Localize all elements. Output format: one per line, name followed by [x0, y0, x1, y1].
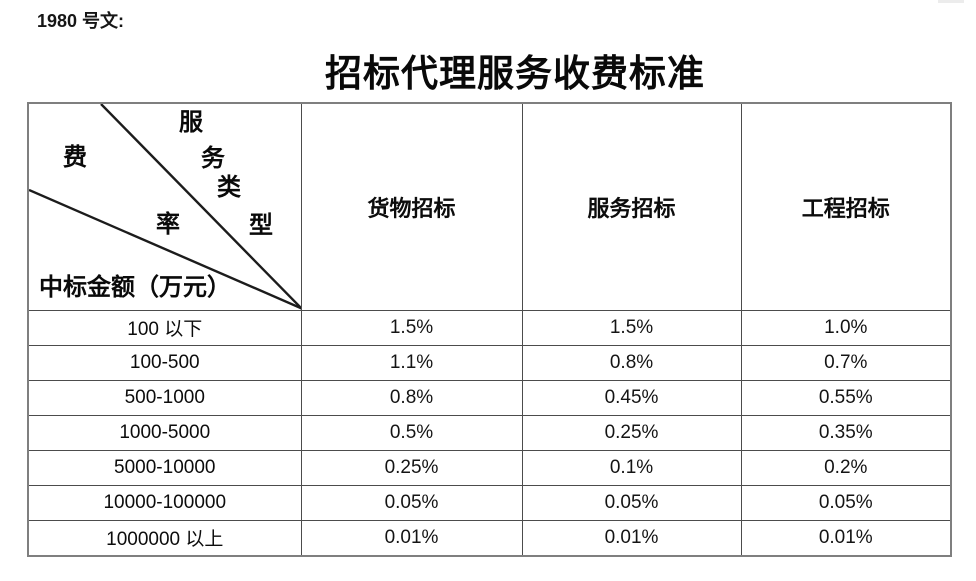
- diagonal-divider-lines: [29, 104, 300, 309]
- table-row: 1000-5000 0.5% 0.25% 0.35%: [27, 414, 952, 451]
- rate-value: 1.5%: [300, 309, 523, 346]
- rate-value: 0.8%: [300, 379, 523, 416]
- rate-value: 0.25%: [521, 414, 742, 451]
- service-type-char-1: 服: [179, 110, 203, 136]
- column-header-services: 服务招标: [521, 102, 742, 311]
- rate-value: 0.7%: [740, 344, 952, 381]
- rate-value: 1.1%: [300, 344, 523, 381]
- row-label: 5000-10000: [27, 449, 302, 486]
- table-row: 500-1000 0.8% 0.45% 0.55%: [27, 379, 952, 416]
- row-label: 500-1000: [27, 379, 302, 416]
- fee-rate-char-1: 费: [63, 145, 87, 171]
- rate-value: 1.0%: [740, 309, 952, 346]
- rate-value: 0.8%: [521, 344, 742, 381]
- column-header-works: 工程招标: [740, 102, 952, 311]
- table-row: 100 以下 1.5% 1.5% 1.0%: [27, 309, 952, 346]
- table-row: 1000000 以上 0.01% 0.01% 0.01%: [27, 519, 952, 557]
- service-type-char-3: 类: [217, 175, 241, 201]
- service-type-char-4: 型: [249, 213, 273, 239]
- fee-rate-char-2: 率: [156, 212, 180, 238]
- row-label: 10000-100000: [27, 484, 302, 521]
- rate-value: 0.2%: [740, 449, 952, 486]
- rate-value: 0.25%: [300, 449, 523, 486]
- rate-value: 0.55%: [740, 379, 952, 416]
- column-header-goods: 货物招标: [300, 102, 523, 311]
- row-label: 100-500: [27, 344, 302, 381]
- rate-value: 0.35%: [740, 414, 952, 451]
- amount-axis-label: 中标金额（万元）: [39, 275, 231, 301]
- table-row: 10000-100000 0.05% 0.05% 0.05%: [27, 484, 952, 521]
- fee-standard-table: 服 费 务 类 率 型 中标金额（万元） 货物招标 服务招标 工程招标 100 …: [27, 102, 952, 557]
- document-reference: 1980 号文:: [37, 11, 125, 31]
- row-label: 1000000 以上: [27, 519, 302, 557]
- rate-value: 0.01%: [740, 519, 952, 557]
- rate-value: 0.05%: [521, 484, 742, 521]
- table-header-row: 服 费 务 类 率 型 中标金额（万元） 货物招标 服务招标 工程招标: [27, 102, 952, 311]
- rate-value: 0.01%: [300, 519, 523, 557]
- row-label: 100 以下: [27, 309, 302, 346]
- table-row: 100-500 1.1% 0.8% 0.7%: [27, 344, 952, 381]
- rate-value: 0.1%: [521, 449, 742, 486]
- rate-value: 0.01%: [521, 519, 742, 557]
- service-type-char-2: 务: [201, 146, 225, 172]
- diagonal-header-cell: 服 费 务 类 率 型 中标金额（万元）: [27, 102, 302, 311]
- rate-value: 0.05%: [300, 484, 523, 521]
- page-corner-artifact: [938, 0, 964, 3]
- rate-value: 0.45%: [521, 379, 742, 416]
- row-label: 1000-5000: [27, 414, 302, 451]
- page-title: 招标代理服务收费标准: [325, 54, 705, 95]
- rate-value: 1.5%: [521, 309, 742, 346]
- rate-value: 0.05%: [740, 484, 952, 521]
- table-row: 5000-10000 0.25% 0.1% 0.2%: [27, 449, 952, 486]
- rate-value: 0.5%: [300, 414, 523, 451]
